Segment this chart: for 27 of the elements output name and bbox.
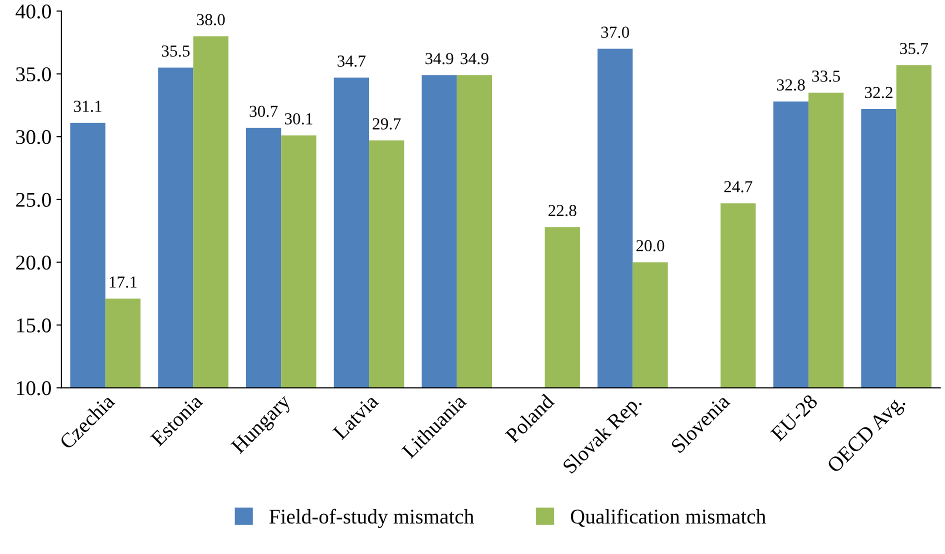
data-label: 38.0 <box>197 14 225 26</box>
data-label: 24.7 <box>724 181 752 192</box>
y-tick-label: 10.0 <box>17 381 51 396</box>
data-label: 22.8 <box>548 204 576 216</box>
y-tick-label: 25.0 <box>16 192 51 207</box>
data-label: 35.5 <box>162 45 190 57</box>
y-tick-label: 15.0 <box>17 318 51 333</box>
data-label: 17.1 <box>110 276 137 288</box>
data-label: 34.9 <box>426 53 454 64</box>
data-label: 34.7 <box>338 56 366 67</box>
y-tick-label: 40.0 <box>16 4 51 19</box>
data-label: 29.7 <box>372 118 401 130</box>
data-label: 32.8 <box>777 79 805 91</box>
legend-label: Field-of-study mismatch <box>269 508 474 528</box>
data-label: 35.7 <box>900 42 928 54</box>
data-label: 20.0 <box>636 240 664 252</box>
data-label: 30.1 <box>284 113 312 125</box>
y-tick-label: 20.0 <box>16 256 51 270</box>
y-tick-label: 30.0 <box>16 130 51 144</box>
data-label: 31.1 <box>74 100 102 112</box>
data-label: 37.0 <box>601 26 630 38</box>
data-label: 33.5 <box>812 70 840 82</box>
data-label: 34.9 <box>460 53 488 64</box>
data-label: 32.2 <box>864 86 892 98</box>
data-label: 30.7 <box>250 106 278 118</box>
y-tick-label: 35.0 <box>16 67 51 82</box>
legend-label: Qualification mismatch <box>570 508 766 527</box>
